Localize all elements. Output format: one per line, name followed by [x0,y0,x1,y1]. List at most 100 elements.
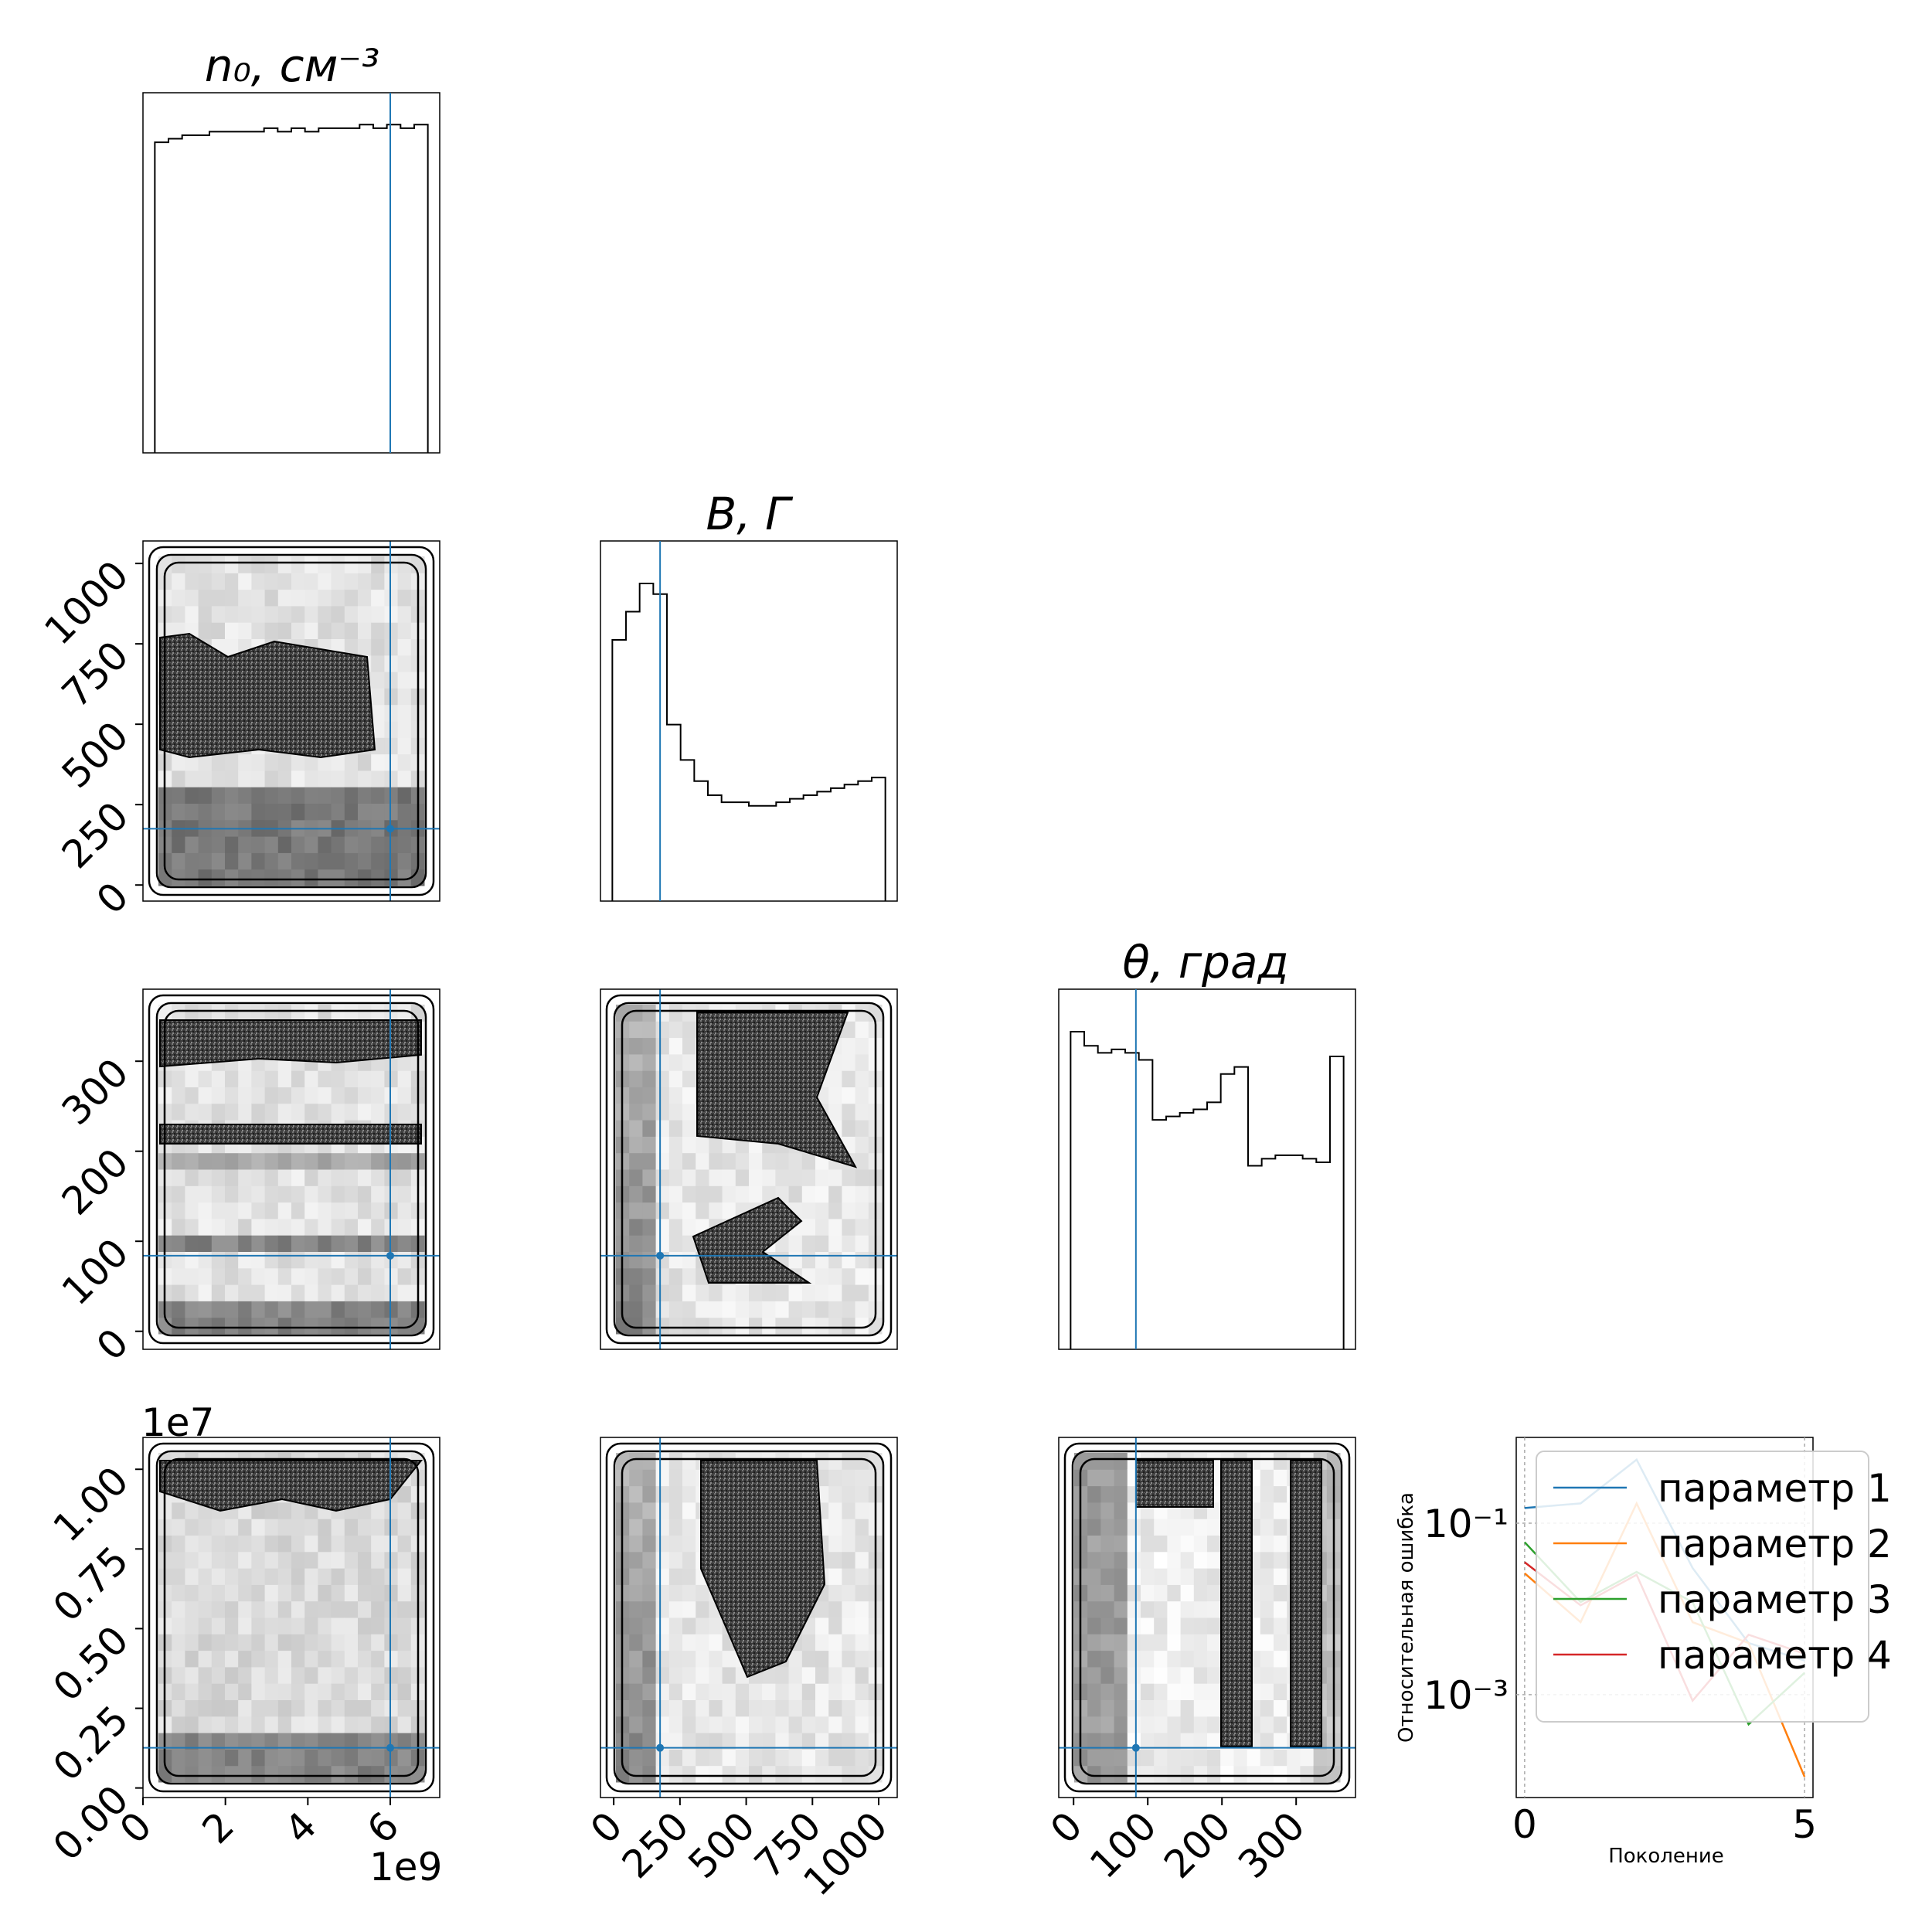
density-cell [198,1666,213,1684]
density-cell [1154,1634,1168,1651]
density-cell [238,1267,252,1285]
density-cell [331,605,345,623]
density-panel-1-3 [600,1437,898,1798]
density-cell [629,1749,643,1767]
density-cell [828,1317,842,1335]
density-cell [1207,1568,1221,1585]
density-cell [1167,1634,1182,1651]
density-cell [1087,1765,1101,1783]
density-cell [801,1301,816,1318]
density-cell [668,1765,683,1783]
density-cell [1193,1584,1208,1602]
density-cell [238,1005,252,1022]
density-cell [238,1650,252,1668]
density-cell [251,1568,266,1585]
density-cell [629,1683,643,1700]
density-cell [264,1551,279,1569]
density-cell [331,1284,345,1301]
density-cell [397,1519,412,1536]
density-cell [384,1519,399,1536]
density-cell [1180,1634,1195,1651]
density-cell [642,1683,657,1700]
density-cell [682,1749,696,1767]
density-cell [384,721,399,738]
density-cell [238,589,252,607]
density-cell [238,1699,252,1717]
density-cell [735,1683,750,1700]
density-cell [277,1683,292,1700]
density-cell [1326,1453,1341,1470]
density-cell [722,1152,736,1170]
density-cell [828,1284,842,1301]
density-cell [291,1202,305,1219]
density-cell [225,1284,239,1301]
density-cell [331,753,345,771]
density-cell [1127,1666,1141,1684]
density-cell [264,1169,279,1186]
density-cell [304,1070,318,1087]
density-cell [1087,1551,1101,1569]
density-cell [251,1584,266,1602]
density-cell [1114,1519,1128,1536]
density-cell [828,1453,842,1470]
density-cell [185,1070,199,1087]
density-cell [198,1584,213,1602]
density-cell [735,1765,750,1783]
density-cell [264,1600,279,1618]
density-cell [828,1568,842,1585]
density-cell [238,1584,252,1602]
density-cell [277,1519,292,1536]
density-cell [397,1087,412,1104]
density-cell [211,1733,226,1750]
density-cell [371,1716,385,1733]
density-cell [291,869,305,886]
density-cell [1207,1716,1221,1733]
density-cell [344,1584,359,1602]
density-cell [251,1103,266,1121]
density-cell [1260,1453,1274,1470]
density-cell [198,1716,213,1733]
density-cell [855,1185,869,1203]
density-cell [277,1650,292,1668]
density-cell [788,1317,803,1335]
density-cell [616,1453,630,1470]
density-cell [1193,1733,1208,1750]
density-cell [185,1267,199,1285]
density-cell [1154,1733,1168,1750]
density-cell [801,1699,816,1717]
density-cell [344,1666,359,1684]
density-cell [397,1733,412,1750]
density-cell [1247,1749,1261,1767]
density-cell [371,1617,385,1634]
density-cell [358,1185,372,1203]
density-cell [1154,1617,1168,1634]
density-cell [371,852,385,870]
density-cell [198,1070,213,1087]
title-n0: n₀, см⁻³ [205,39,379,92]
density-cell [1154,1535,1168,1553]
density-cell [358,852,372,870]
density-cell [682,1284,696,1301]
density-cell [225,1152,239,1170]
density-cell [264,1152,279,1170]
density-cell [775,1749,790,1767]
density-cell [185,1519,199,1536]
density-cell [304,1218,318,1236]
density-cell [815,1284,829,1301]
density-cell [185,869,199,886]
density-cell [291,573,305,590]
contour-line [148,1442,435,1793]
density-cell [185,1568,199,1585]
density-cell [682,1716,696,1733]
density-cell [1207,1535,1221,1553]
density-cell [238,852,252,870]
density-cell [1167,1519,1182,1536]
density-cell [696,1169,709,1186]
density-cell [749,1169,763,1186]
density-cell [318,1218,332,1236]
density-cell [264,1634,279,1651]
panel-frame [600,1437,898,1798]
density-cell [828,1267,842,1285]
density-cell [304,622,318,639]
density-cell [358,1152,372,1170]
